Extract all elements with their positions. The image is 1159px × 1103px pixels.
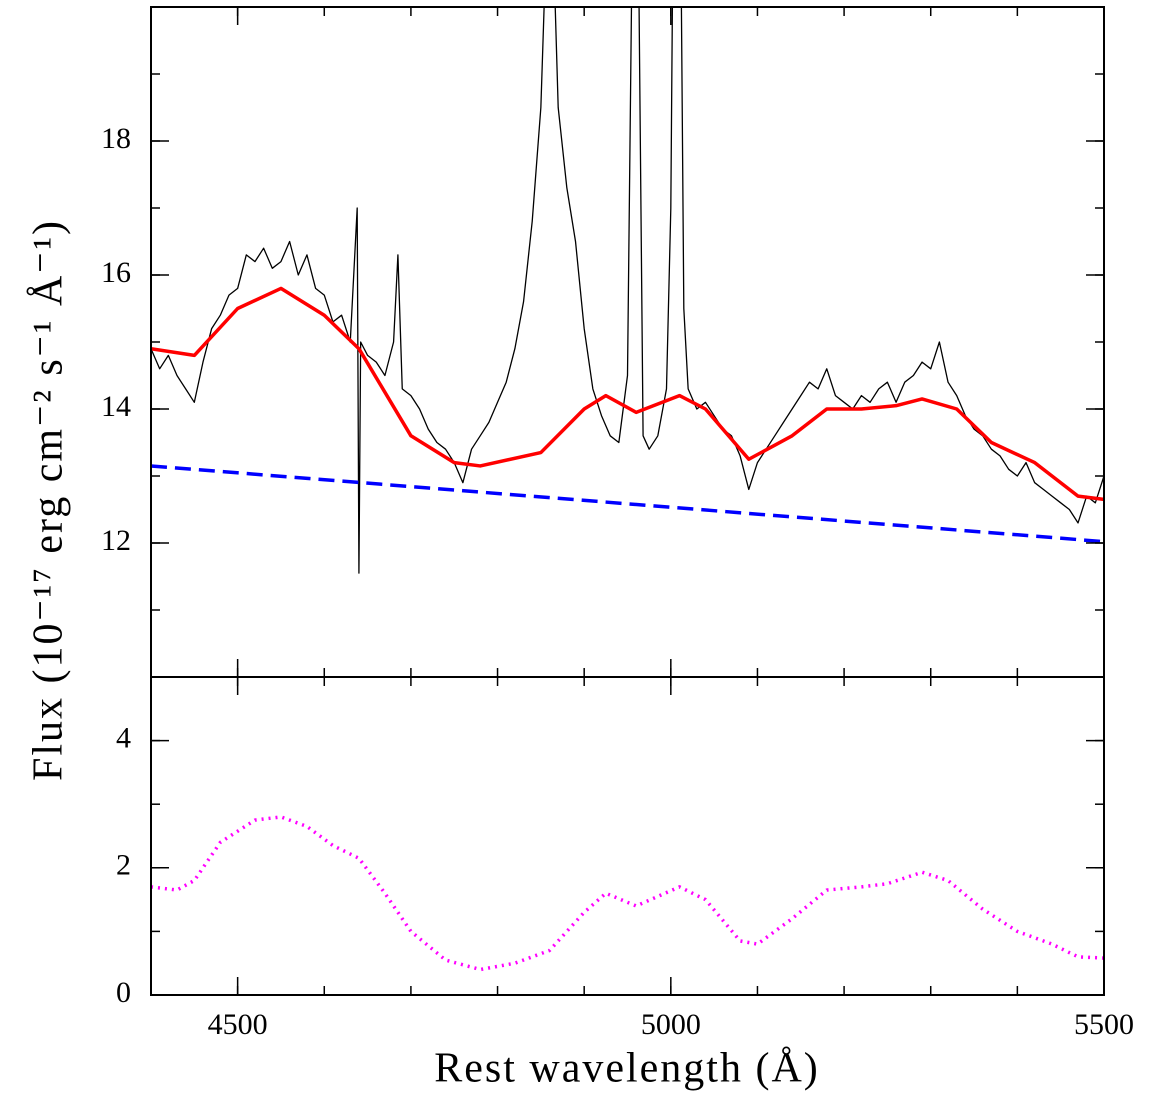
x-axis-label: Rest wavelength (Å) xyxy=(434,1046,820,1092)
plot-area xyxy=(151,7,1104,574)
y-axis-label: Flux (10⁻¹⁷ erg cm⁻² s⁻¹ Å⁻¹) xyxy=(26,219,72,781)
y-tick-label: 12 xyxy=(101,524,131,557)
x-tick-label: 4500 xyxy=(208,1008,268,1041)
y-tick-label: 14 xyxy=(101,390,131,423)
y-tick-label: 16 xyxy=(101,256,131,289)
y-tick-label: 0 xyxy=(116,976,131,1009)
x-tick-label: 5000 xyxy=(641,1008,701,1041)
y-tick-label: 18 xyxy=(101,122,131,155)
series-line xyxy=(151,464,1104,544)
plot-area xyxy=(151,815,1104,972)
series-line xyxy=(151,7,1104,574)
y-tick-label: 2 xyxy=(116,849,131,882)
series-line xyxy=(151,815,1104,972)
series-line xyxy=(151,286,1104,502)
y-tick-label: 4 xyxy=(116,721,131,754)
x-tick-label: 5500 xyxy=(1074,1008,1134,1041)
plot-frame xyxy=(150,676,1105,996)
